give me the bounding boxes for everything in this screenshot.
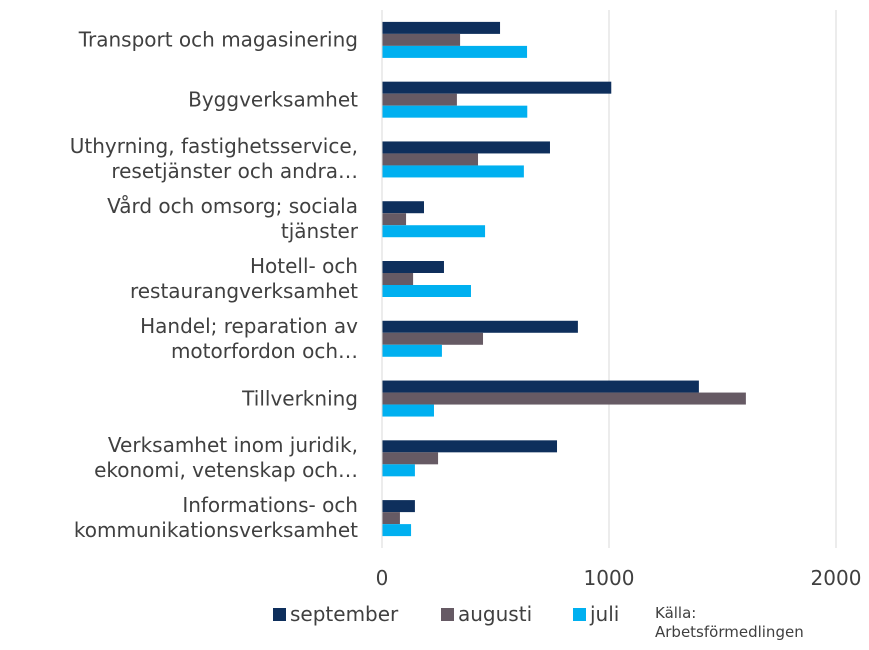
legend-item: juli	[573, 602, 619, 626]
category-label: Transport och magasinering	[78, 27, 358, 52]
legend-label: september	[290, 602, 399, 626]
bar	[382, 404, 434, 417]
bar	[382, 201, 424, 214]
category-label: Handel; reparation av motorfordon och…	[140, 313, 358, 363]
bar	[382, 273, 414, 285]
x-tick-label: 2000	[810, 566, 862, 590]
bar	[382, 380, 699, 393]
x-tick-label: 1000	[583, 566, 635, 590]
bar	[382, 524, 412, 537]
bar	[382, 213, 407, 226]
bar	[382, 440, 558, 453]
legend-swatch	[573, 607, 586, 621]
x-tick-label: 0	[375, 566, 389, 590]
bar	[382, 45, 528, 58]
bar	[382, 33, 461, 46]
legend-swatch	[273, 607, 286, 621]
bar	[382, 261, 444, 273]
bar	[382, 500, 415, 513]
category-label: Informations- och kommunikationsverksamh…	[73, 493, 358, 543]
bar	[382, 392, 746, 405]
bar	[382, 332, 484, 345]
category-label: Tillverkning	[242, 386, 358, 411]
category-label: Vård och omsorg; sociala tjänster	[107, 194, 358, 244]
bar	[382, 81, 612, 94]
source-note: Källa: Arbetsförmedlingen	[655, 604, 804, 641]
category-label: Hotell- och restaurangverksamhet	[129, 254, 358, 303]
bar	[382, 344, 442, 357]
bar	[382, 153, 479, 166]
legend-label: juli	[590, 602, 620, 626]
category-label: Byggverksamhet	[188, 87, 358, 112]
bar	[382, 165, 524, 178]
bar	[382, 452, 439, 465]
legend-item: september	[273, 602, 398, 626]
legend-swatch	[441, 607, 454, 621]
bar	[382, 320, 578, 333]
bar	[382, 105, 528, 118]
category-label: Uthyrning, fastighetsservice, resetjänst…	[69, 134, 358, 184]
bar	[382, 93, 457, 106]
bar	[382, 141, 550, 154]
bar	[382, 285, 471, 297]
bar	[382, 464, 415, 477]
bar	[382, 512, 400, 525]
bar	[382, 21, 501, 34]
category-label: Verksamhet inom juridik, ekonomi, vetens…	[94, 433, 358, 483]
legend-item: augusti	[441, 602, 532, 626]
bar	[382, 225, 486, 238]
legend-label: augusti	[458, 602, 533, 626]
